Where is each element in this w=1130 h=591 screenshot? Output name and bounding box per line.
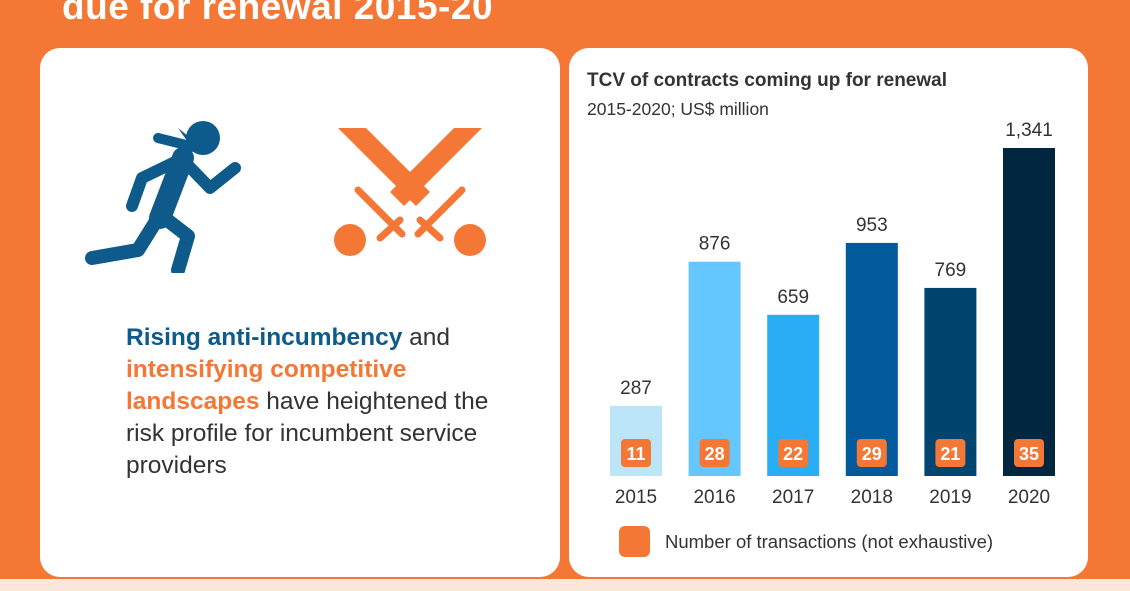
legend-label: Number of transactions (not exhaustive) [665, 531, 994, 552]
transactions-badge-2016 [699, 439, 730, 467]
x-tick-label-2018: 2018 [851, 487, 893, 508]
transactions-label-2015: 11 [626, 444, 645, 464]
bar-2018 [845, 242, 898, 476]
bar-2020 [1003, 148, 1055, 476]
legend-swatch [619, 526, 650, 557]
transactions-label-2016: 28 [705, 444, 725, 464]
value-label-2020: 1,341 [1005, 120, 1053, 141]
crossed-swords-icon [334, 128, 486, 256]
transactions-badge-2017 [778, 439, 809, 467]
running-person-icon [85, 121, 241, 273]
insight-statement: Rising anti-incumbency and intensifying … [126, 322, 526, 482]
statement-highlight-anti-incumbency: Rising anti-incumbency [126, 324, 403, 351]
x-tick-label-2017: 2017 [772, 487, 814, 508]
x-tick-label-2015: 2015 [615, 487, 657, 508]
transactions-label-2019: 21 [940, 444, 960, 464]
bottom-strip [0, 579, 1130, 591]
value-label-2018: 953 [856, 215, 888, 236]
transactions-label-2018: 29 [862, 444, 882, 464]
transactions-badge-2015 [621, 439, 651, 467]
value-label-2017: 659 [777, 287, 809, 308]
transactions-badge-2019 [935, 439, 966, 467]
statement-highlight-competitive: intensifying competitive landscapes [126, 356, 407, 415]
value-label-2015: 287 [620, 378, 652, 399]
x-tick-label-2016: 2016 [693, 487, 735, 508]
x-tick-label-2020: 2020 [1008, 487, 1050, 508]
transactions-label-2017: 22 [783, 444, 803, 464]
x-tick-label-2019: 2019 [929, 487, 971, 508]
value-label-2019: 769 [935, 260, 967, 281]
transactions-label-2020: 35 [1019, 444, 1039, 464]
statement-connector: and [402, 324, 451, 351]
page-headline: due for renewal 2015-20 [62, 0, 494, 27]
transactions-badge-2020 [1014, 439, 1044, 467]
chart-card: TCV of contracts coming up for renewal 2… [569, 48, 1088, 577]
chart-title: TCV of contracts coming up for renewal [587, 70, 947, 91]
insight-card: Rising anti-incumbency and intensifying … [40, 48, 560, 577]
transactions-badge-2018 [856, 439, 887, 467]
chart-subtitle: 2015-2020; US$ million [587, 99, 769, 119]
bar-chart: 287 11 2015 876 28 2016 659 22 2017 953 29 2018 769 2… [610, 120, 1055, 508]
value-label-2016: 876 [699, 234, 731, 255]
statement-rest: have heightened the risk profile for inc… [126, 388, 489, 479]
